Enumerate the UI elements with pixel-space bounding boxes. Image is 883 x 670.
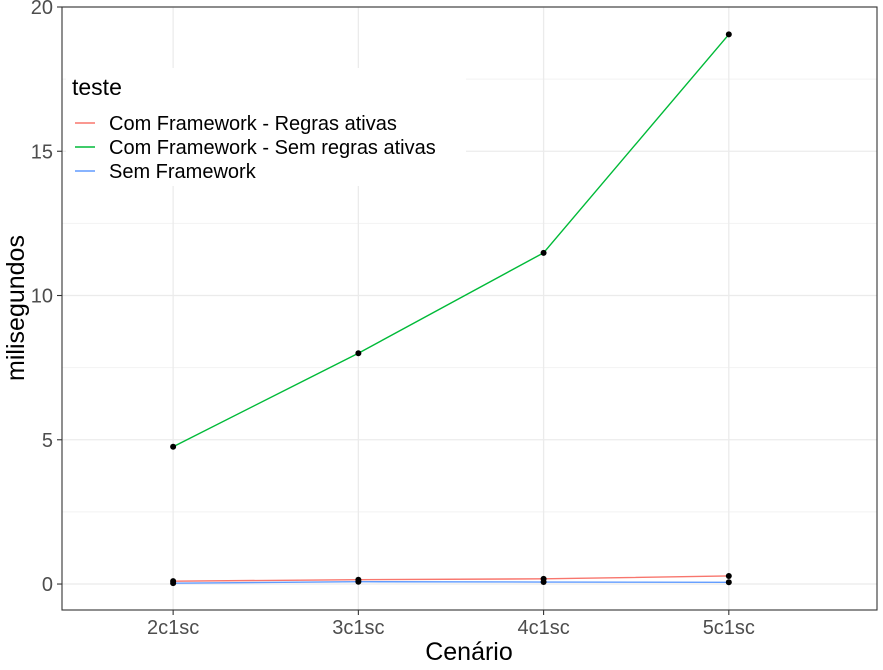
x-tick-label: 5c1sc <box>703 617 755 639</box>
series-line-3 <box>173 581 729 584</box>
y-tick-label: 0 <box>42 574 53 596</box>
series-line-1 <box>173 575 729 582</box>
x-tick-label: 3c1sc <box>332 617 384 639</box>
legend-title: teste <box>72 74 122 100</box>
y-tick-label: 10 <box>31 286 53 308</box>
data-points <box>170 31 732 587</box>
plot-panel-border <box>61 6 878 611</box>
data-point-s2-5c1sc <box>725 31 732 38</box>
data-point-s3-4c1sc <box>540 579 547 586</box>
x-axis-title: Cenário <box>425 638 513 666</box>
data-point-s3-5c1sc <box>725 579 732 586</box>
legend-label-1: Com Framework - Regras ativas <box>109 113 397 135</box>
data-point-s3-3c1sc <box>355 578 362 585</box>
y-tick-label: 5 <box>42 430 53 452</box>
y-tick-label: 20 <box>31 0 53 19</box>
data-point-s1-5c1sc <box>725 572 732 579</box>
data-point-s3-2c1sc <box>170 580 177 587</box>
y-tick-label: 15 <box>31 141 53 163</box>
series-lines <box>172 33 730 584</box>
legend-background <box>66 68 466 186</box>
x-axis-ticks: 2c1sc 3c1sc 4c1sc 5c1sc <box>147 610 755 639</box>
x-tick-label: 4c1sc <box>517 617 569 639</box>
x-tick-label: 2c1sc <box>147 617 199 639</box>
data-point-s2-2c1sc <box>170 443 177 450</box>
data-point-s2-3c1sc <box>355 350 362 357</box>
legend-label-3: Sem Framework <box>109 161 257 183</box>
series-line-2 <box>172 33 730 448</box>
y-axis-title: milisegundos <box>2 235 30 381</box>
legend-label-2: Com Framework - Sem regras ativas <box>109 137 436 159</box>
y-axis-ticks: 0 5 10 15 20 <box>31 0 62 596</box>
data-point-s2-4c1sc <box>540 249 547 256</box>
